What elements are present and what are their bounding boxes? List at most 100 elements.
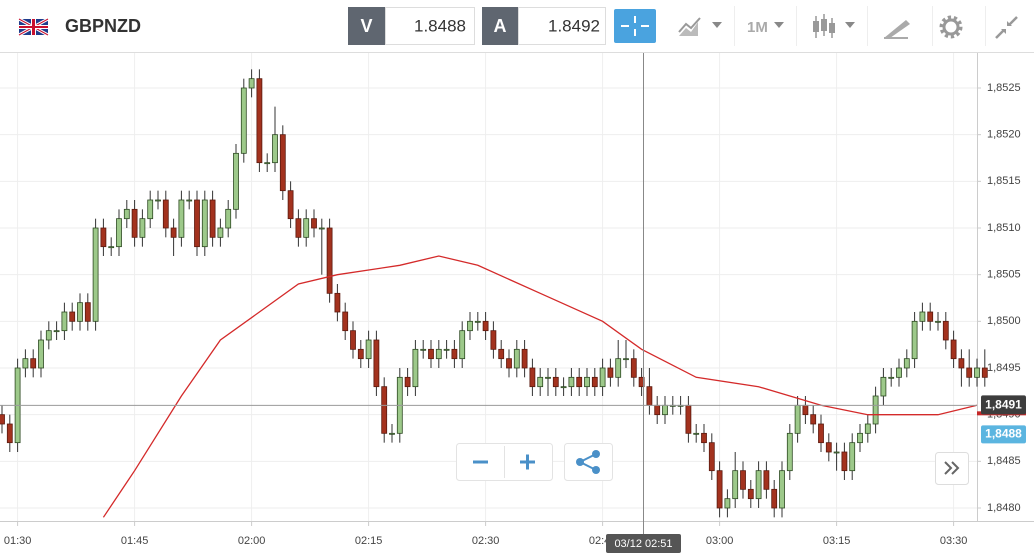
candle-body: [701, 432, 707, 444]
bid-price-label: 1,8488: [985, 427, 1022, 441]
candle-body: [521, 348, 528, 369]
overlay: 1,8491 1,8488: [0, 395, 1026, 444]
settings-button[interactable]: [939, 15, 963, 39]
candle-body: [209, 199, 216, 238]
candle-body: [755, 470, 762, 500]
grid: 1,84801,84851,84901,84951,85001,85051,85…: [0, 53, 1021, 547]
candle-body: [217, 227, 224, 238]
candle-body: [981, 367, 988, 378]
candle-body: [443, 348, 450, 351]
zoom-in-button[interactable]: [520, 454, 535, 470]
candle-body: [389, 432, 395, 435]
candle-body: [896, 367, 902, 378]
candle-body: [857, 432, 863, 444]
candle-body: [350, 330, 356, 350]
candle-body: [482, 320, 489, 332]
ask-box[interactable]: [518, 7, 606, 45]
crosshair-button[interactable]: [614, 9, 656, 43]
candle-body: [810, 414, 817, 425]
crosshair-time-box: [606, 534, 681, 553]
candle-body: [279, 134, 286, 192]
candle-body: [802, 404, 809, 416]
candle-body: [201, 199, 208, 248]
ask-badge: [482, 7, 518, 45]
candle-body: [927, 311, 934, 322]
last-price-label: 1,8491: [985, 398, 1022, 412]
candle-body: [786, 432, 793, 472]
candle-body: [693, 432, 700, 435]
candle-body: [903, 358, 910, 369]
y-tick-label: 1,8525: [987, 82, 1021, 94]
scroll-to-end-button[interactable]: [935, 452, 969, 485]
candle-body: [365, 339, 372, 360]
y-tick-label: 1,8500: [987, 315, 1021, 327]
chart-type-button[interactable]: [678, 17, 722, 36]
candle-body: [537, 376, 544, 388]
candle-body: [61, 311, 68, 332]
candle-body: [264, 162, 271, 165]
candle-body: [92, 227, 99, 322]
candle-body: [373, 339, 380, 388]
candle-body: [638, 376, 645, 388]
candle-body: [326, 227, 333, 294]
candle-body: [950, 339, 957, 360]
timeframe[interactable]: 1M: [747, 19, 768, 36]
candle-body: [623, 358, 629, 361]
candle-body: [38, 339, 44, 369]
candle-body: [272, 134, 278, 164]
candle-body: [474, 320, 481, 323]
candle-body: [794, 404, 801, 434]
y-tick-label: 1,8520: [987, 129, 1021, 141]
candle-body: [732, 470, 739, 500]
scroll-icon: [944, 461, 960, 475]
crosshair-icon: [621, 16, 649, 36]
candle-body: [662, 404, 668, 416]
candle-body: [974, 367, 980, 378]
candle-body: [303, 218, 310, 238]
candle-body: [0, 414, 5, 425]
candle-body: [911, 320, 918, 360]
candle-body: [716, 470, 723, 509]
bid-box[interactable]: [385, 7, 475, 45]
candle-body: [724, 498, 731, 509]
candle-type-button[interactable]: [813, 14, 855, 38]
candle-body: [833, 451, 840, 454]
candle-body: [490, 330, 497, 350]
candle-body: [919, 311, 926, 322]
moving-average: [102, 255, 978, 518]
candle-body: [287, 190, 294, 220]
candle-body: [849, 442, 856, 472]
candle-body: [459, 330, 466, 360]
candle-body: [506, 358, 512, 369]
draw-tool-button[interactable]: [884, 20, 910, 39]
candle-body: [880, 376, 887, 397]
y-tick-label: 1,8515: [987, 175, 1021, 187]
candle-body: [170, 227, 177, 238]
candle-body: [435, 348, 442, 360]
candle-body: [295, 218, 302, 238]
candle-body: [22, 358, 29, 369]
candle-body: [818, 423, 824, 444]
candle-body: [568, 376, 575, 388]
candle-body: [248, 78, 255, 89]
candle-body: [825, 442, 832, 453]
candle-body: [958, 358, 965, 369]
bid-price-box: [981, 425, 1026, 444]
candle-body: [404, 376, 411, 388]
candle-body: [740, 470, 746, 490]
x-tick-label: 03:00: [706, 535, 734, 547]
candle-body: [630, 358, 637, 378]
candle-body: [685, 404, 692, 434]
collapse-button[interactable]: [995, 16, 1018, 39]
candle-body: [6, 423, 13, 444]
candle-body: [935, 320, 941, 323]
candle-body: [591, 376, 598, 388]
candle-body: [77, 302, 83, 322]
timeframe-caret: [774, 22, 784, 28]
candle-body: [872, 395, 879, 425]
last-price-box: [981, 395, 1026, 415]
share-button[interactable]: [564, 443, 613, 481]
x-tick-label: 02:30: [472, 535, 500, 547]
candle-body: [864, 423, 871, 434]
